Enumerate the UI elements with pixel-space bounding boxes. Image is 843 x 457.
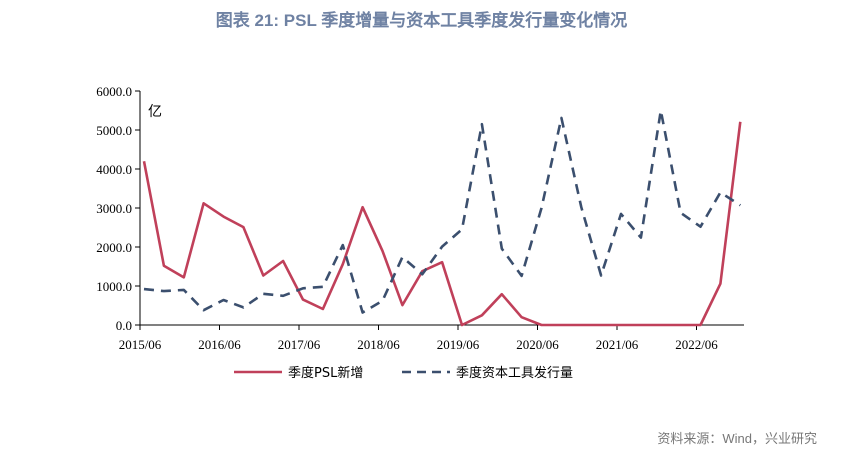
legend: 季度PSL新增 季度资本工具发行量	[234, 365, 573, 381]
y-tick-label: 6000.0	[96, 84, 132, 99]
x-tick-label: 2022/06	[675, 337, 718, 352]
y-tick-label: 2000.0	[96, 240, 132, 255]
x-tick-label: 2017/06	[278, 337, 321, 352]
y-tick-label: 3000.0	[96, 201, 132, 216]
psl-line	[142, 121, 742, 327]
y-tick-label: 5000.0	[96, 123, 132, 138]
x-axis: 2015/06 2016/06 2017/06 2018/06 2019/06 2020/…	[119, 324, 744, 352]
x-tick-label: 2020/06	[516, 337, 559, 352]
x-tick-label: 2019/06	[437, 337, 480, 352]
capital-tools-line	[143, 109, 742, 314]
series-layer	[142, 109, 742, 327]
y-axis: 0.0 1000.0 2000.0 3000.0 4000.0 5000.0 6000.0	[96, 84, 141, 333]
figure-title: 图表 21: PSL 季度增量与资本工具季度发行量变化情况	[215, 11, 628, 30]
x-tick-label: 2018/06	[357, 337, 400, 352]
x-tick-label: 2016/06	[198, 337, 241, 352]
y-tick-label: 1000.0	[96, 279, 132, 294]
x-tick-label: 2015/06	[119, 337, 162, 352]
y-tick-label: 0.0	[116, 318, 132, 333]
source-note: 资料来源：Wind，兴业研究	[657, 431, 817, 446]
legend-capital-label: 季度资本工具发行量	[456, 365, 573, 381]
y-tick-label: 4000.0	[96, 162, 132, 177]
x-tick-label: 2021/06	[596, 337, 639, 352]
legend-psl-label: 季度PSL新增	[288, 365, 363, 381]
unit-label: 亿	[148, 104, 162, 120]
